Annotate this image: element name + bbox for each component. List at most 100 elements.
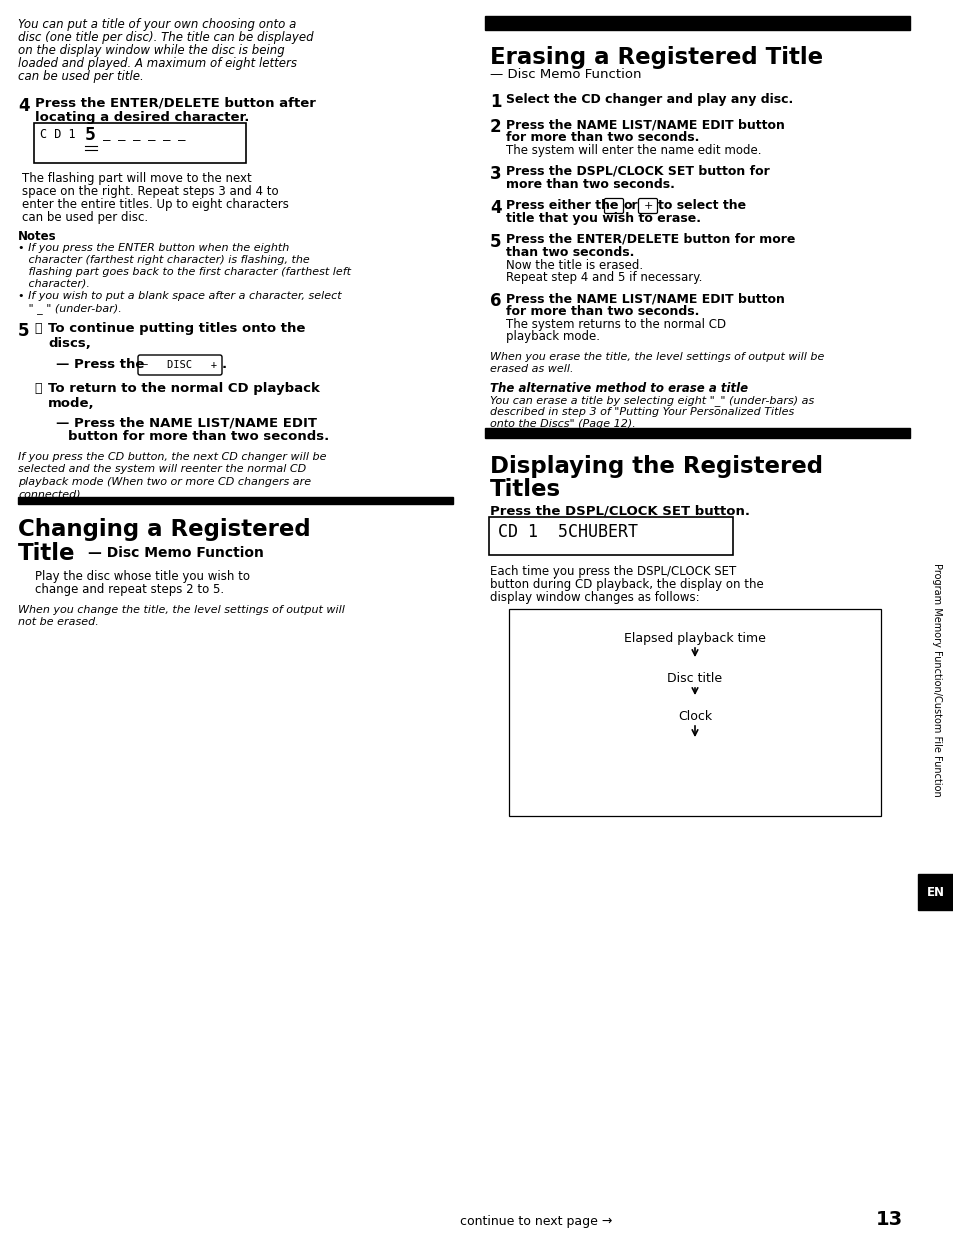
Text: button for more than two seconds.: button for more than two seconds.	[68, 430, 329, 443]
Text: onto the Discs" (Page 12).: onto the Discs" (Page 12).	[490, 419, 635, 429]
Text: Select the CD changer and play any disc.: Select the CD changer and play any disc.	[505, 92, 792, 106]
FancyBboxPatch shape	[604, 199, 623, 213]
Bar	[484, 16, 909, 30]
Text: Press the ENTER/DELETE button for more: Press the ENTER/DELETE button for more	[505, 233, 795, 247]
Text: can be used per title.: can be used per title.	[18, 70, 144, 83]
Text: Play the disc whose title you wish to: Play the disc whose title you wish to	[35, 570, 250, 583]
FancyBboxPatch shape	[509, 609, 880, 816]
Text: 1: 1	[490, 92, 501, 111]
Text: Notes: Notes	[18, 231, 56, 243]
Text: Press the NAME LIST/NAME EDIT button: Press the NAME LIST/NAME EDIT button	[505, 292, 784, 305]
Text: • If you press the ENTER button when the eighth: • If you press the ENTER button when the…	[18, 243, 289, 253]
Text: The flashing part will move to the next: The flashing part will move to the next	[22, 171, 252, 185]
Text: • If you wish to put a blank space after a character, select: • If you wish to put a blank space after…	[18, 291, 341, 301]
Text: playback mode (When two or more CD changers are: playback mode (When two or more CD chang…	[18, 477, 311, 487]
Text: described in step 3 of "Putting Your Personalized Titles: described in step 3 of "Putting Your Per…	[490, 407, 794, 417]
Text: Clock: Clock	[678, 710, 711, 723]
Text: 4: 4	[18, 97, 30, 115]
Text: EN: EN	[926, 885, 944, 899]
Text: To continue putting titles onto the: To continue putting titles onto the	[48, 322, 305, 335]
Text: display window changes as follows:: display window changes as follows:	[490, 591, 699, 604]
Text: to select the: to select the	[658, 199, 745, 212]
Text: 5: 5	[490, 233, 501, 252]
Bar	[18, 497, 453, 504]
Text: Titles: Titles	[490, 478, 560, 501]
Text: Disc title: Disc title	[667, 672, 721, 686]
Text: than two seconds.: than two seconds.	[505, 247, 634, 259]
Text: — Disc Memo Function: — Disc Memo Function	[490, 68, 640, 81]
Text: Press either the: Press either the	[505, 199, 618, 212]
Text: playback mode.: playback mode.	[505, 330, 599, 343]
Text: loaded and played. A maximum of eight letters: loaded and played. A maximum of eight le…	[18, 57, 296, 70]
Text: Each time you press the DSPL/CLOCK SET: Each time you press the DSPL/CLOCK SET	[490, 565, 736, 578]
Text: The system will enter the name edit mode.: The system will enter the name edit mode…	[505, 144, 760, 157]
Text: Press the DSPL/CLOCK SET button.: Press the DSPL/CLOCK SET button.	[490, 504, 749, 517]
Text: If you press the CD button, the next CD changer will be: If you press the CD button, the next CD …	[18, 453, 326, 462]
Text: The alternative method to erase a title: The alternative method to erase a title	[490, 382, 747, 395]
Text: on the display window while the disc is being: on the display window while the disc is …	[18, 44, 284, 57]
Text: not be erased.: not be erased.	[18, 616, 99, 628]
Text: When you erase the title, the level settings of output will be: When you erase the title, the level sett…	[490, 351, 823, 363]
Text: When you change the title, the level settings of output will: When you change the title, the level set…	[18, 605, 345, 615]
Text: connected).: connected).	[18, 490, 84, 499]
Text: 13: 13	[875, 1210, 902, 1229]
Text: −   DISC   +: − DISC +	[142, 360, 217, 370]
Text: erased as well.: erased as well.	[490, 364, 573, 374]
Text: Ⓑ: Ⓑ	[34, 382, 42, 395]
Text: You can erase a title by selecting eight "_" (under-bars) as: You can erase a title by selecting eight…	[490, 395, 814, 406]
Text: change and repeat steps 2 to 5.: change and repeat steps 2 to 5.	[35, 583, 224, 596]
Text: 2: 2	[490, 118, 501, 136]
Text: Elapsed playback time: Elapsed playback time	[623, 633, 765, 645]
Bar	[484, 428, 909, 438]
Text: button during CD playback, the display on the: button during CD playback, the display o…	[490, 578, 763, 591]
Text: To return to the normal CD playback: To return to the normal CD playback	[48, 382, 319, 395]
Text: The system returns to the normal CD: The system returns to the normal CD	[505, 318, 725, 330]
Text: or: or	[623, 199, 638, 212]
Text: continue to next page →: continue to next page →	[459, 1215, 612, 1228]
Text: You can put a title of your own choosing onto a: You can put a title of your own choosing…	[18, 18, 296, 31]
Text: −: −	[609, 201, 618, 211]
Text: disc (one title per disc). The title can be displayed: disc (one title per disc). The title can…	[18, 31, 314, 44]
Text: Erasing a Registered Title: Erasing a Registered Title	[490, 46, 822, 69]
Text: CD 1  5CHUBERT: CD 1 5CHUBERT	[497, 523, 638, 541]
Text: 6: 6	[490, 292, 501, 309]
Text: Press the DSPL/CLOCK SET button for: Press the DSPL/CLOCK SET button for	[505, 165, 769, 178]
Text: mode,: mode,	[48, 397, 94, 411]
Text: Ⓐ: Ⓐ	[34, 322, 42, 335]
Text: locating a desired character.: locating a desired character.	[35, 111, 249, 125]
Text: — Disc Memo Function: — Disc Memo Function	[88, 546, 264, 560]
Text: Repeat step 4 and 5 if necessary.: Repeat step 4 and 5 if necessary.	[505, 271, 701, 284]
Text: 5: 5	[18, 322, 30, 340]
Text: Displaying the Registered: Displaying the Registered	[490, 455, 822, 478]
Text: 3: 3	[490, 165, 501, 182]
FancyBboxPatch shape	[138, 355, 222, 375]
Text: character (farthest right character) is flashing, the: character (farthest right character) is …	[18, 255, 310, 265]
Text: Press the ENTER/DELETE button after: Press the ENTER/DELETE button after	[35, 97, 315, 110]
Text: C D 1: C D 1	[40, 128, 75, 141]
Text: — — — — — —: — — — — — —	[103, 133, 185, 147]
Bar	[917, 874, 953, 910]
Text: character).: character).	[18, 279, 90, 289]
Text: more than two seconds.: more than two seconds.	[505, 178, 674, 191]
Text: Press the NAME LIST/NAME EDIT button: Press the NAME LIST/NAME EDIT button	[505, 118, 784, 131]
Text: discs,: discs,	[48, 337, 91, 350]
Text: can be used per disc.: can be used per disc.	[22, 211, 148, 224]
Text: " _ " (under-bar).: " _ " (under-bar).	[18, 303, 122, 314]
Text: selected and the system will reenter the normal CD: selected and the system will reenter the…	[18, 465, 306, 475]
Text: 5: 5	[85, 126, 95, 144]
Text: — Press the: — Press the	[56, 358, 144, 371]
Text: title that you wish to erase.: title that you wish to erase.	[505, 212, 700, 224]
Text: — Press the NAME LIST/NAME EDIT: — Press the NAME LIST/NAME EDIT	[56, 416, 316, 429]
Text: enter the entire titles. Up to eight characters: enter the entire titles. Up to eight cha…	[22, 199, 289, 211]
Text: +: +	[642, 201, 652, 211]
Text: flashing part goes back to the first character (farthest left: flashing part goes back to the first cha…	[18, 268, 351, 277]
Text: Now the title is erased.: Now the title is erased.	[505, 259, 642, 272]
Text: Changing a Registered: Changing a Registered	[18, 518, 311, 541]
Text: Title: Title	[18, 543, 75, 565]
Text: space on the right. Repeat steps 3 and 4 to: space on the right. Repeat steps 3 and 4…	[22, 185, 278, 199]
FancyBboxPatch shape	[489, 517, 732, 555]
Text: .: .	[222, 358, 227, 371]
FancyBboxPatch shape	[34, 123, 246, 163]
Text: 4: 4	[490, 199, 501, 217]
Text: Program Memory Function/Custom File Function: Program Memory Function/Custom File Func…	[931, 563, 941, 797]
